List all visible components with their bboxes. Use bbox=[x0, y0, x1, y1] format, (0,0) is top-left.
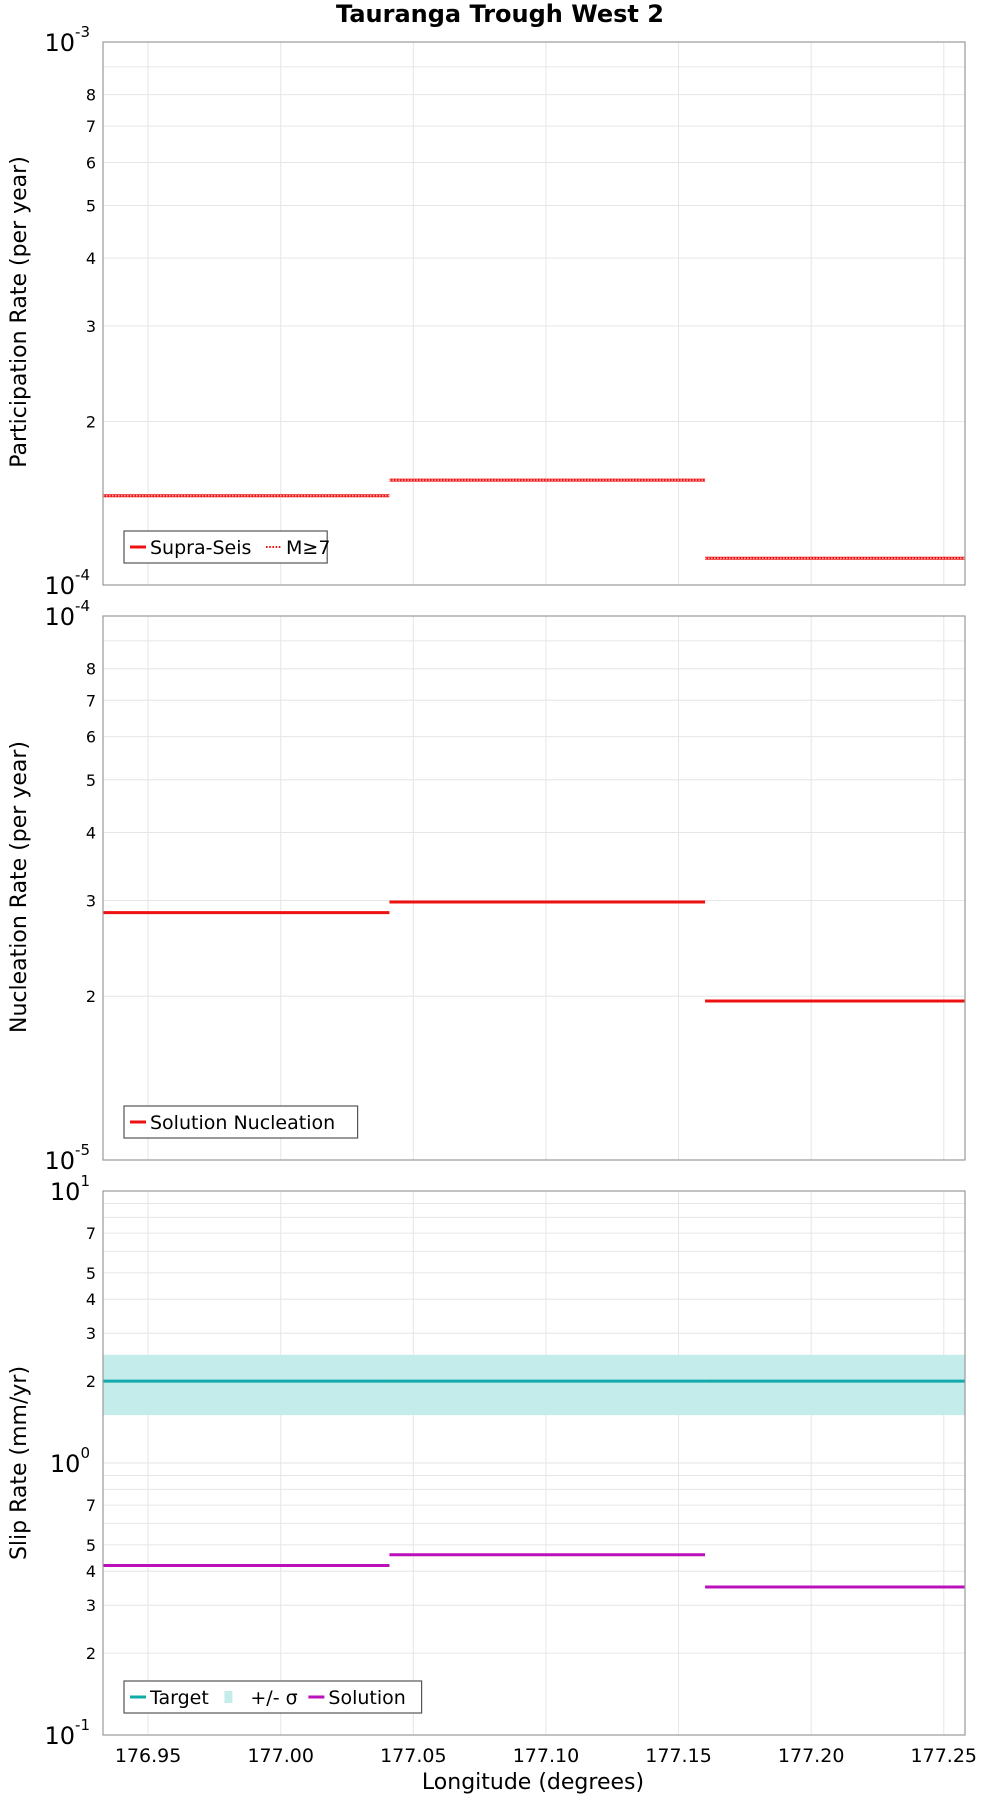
plot-frame bbox=[102, 41, 966, 586]
x-tick-label: 177.15 bbox=[645, 1745, 711, 1767]
legend: Target +/- σ Solution bbox=[123, 1680, 423, 1714]
y-tick-label: 2 bbox=[86, 987, 96, 1006]
y-axis-label: Participation Rate (per year) bbox=[7, 156, 32, 468]
legend-swatch bbox=[224, 1691, 233, 1703]
legend-box bbox=[123, 1680, 423, 1714]
x-tick-label: 177.10 bbox=[513, 1745, 579, 1767]
plot-frame bbox=[102, 1190, 966, 1736]
legend-label: Solution bbox=[328, 1687, 405, 1709]
y-axis-label: Slip Rate (mm/yr) bbox=[7, 1366, 32, 1560]
x-tick-label: 177.20 bbox=[778, 1745, 844, 1767]
legend: Solution Nucleation bbox=[123, 1105, 359, 1139]
y-tick-label: 5 bbox=[86, 1536, 96, 1555]
y-tick-label: 7 bbox=[86, 117, 96, 136]
y-tick-label: 10-1 bbox=[44, 1716, 90, 1750]
legend-label: Supra-Seis bbox=[150, 537, 251, 559]
chart-title: Tauranga Trough West 2 bbox=[336, 0, 664, 28]
legend-box bbox=[123, 1105, 359, 1139]
y-tick-label: 6 bbox=[86, 728, 96, 747]
y-tick-label: 100 bbox=[50, 1444, 90, 1478]
y-tick-label: 101 bbox=[50, 1172, 90, 1206]
legend: Supra-Seis M≥7 bbox=[123, 530, 330, 564]
y-tick-label: 5 bbox=[86, 196, 96, 215]
y-tick-label: 10-4 bbox=[44, 597, 90, 631]
y-tick-label: 7 bbox=[86, 1224, 96, 1243]
participation-rate-panel: 10-3 10-4 8 7 6 5 4 3 2 Participation Rate (per y… bbox=[7, 23, 966, 600]
y-tick-label: 4 bbox=[86, 823, 96, 842]
y-tick-label: 3 bbox=[86, 891, 96, 910]
y-tick-label: 10-4 bbox=[44, 566, 90, 600]
y-tick-label: 4 bbox=[86, 249, 96, 268]
x-tick-label: 176.95 bbox=[115, 1745, 181, 1767]
x-tick-label: 177.25 bbox=[911, 1745, 977, 1767]
y-tick-label: 3 bbox=[86, 317, 96, 336]
y-tick-label: 4 bbox=[86, 1290, 96, 1309]
legend-label: +/- σ bbox=[250, 1687, 297, 1709]
x-tick-label: 177.00 bbox=[247, 1745, 313, 1767]
x-axis-label: Longitude (degrees) bbox=[422, 1770, 644, 1795]
y-tick-label: 3 bbox=[86, 1596, 96, 1615]
y-tick-label: 8 bbox=[86, 660, 96, 679]
nucleation-rate-panel: 10-4 10-5 8 7 6 5 4 3 2 Nucleation Rate (per year… bbox=[7, 597, 966, 1175]
y-axis-label: Nucleation Rate (per year) bbox=[7, 741, 32, 1033]
y-tick-label: 5 bbox=[86, 771, 96, 790]
slip-rate-panel: 101 100 10-1 7 5 4 3 2 7 5 4 3 2 Slip Rate (mm/yr) Tar… bbox=[7, 1172, 966, 1750]
legend-box bbox=[123, 530, 328, 564]
y-tick-label: 3 bbox=[86, 1324, 96, 1343]
legend-label: Target bbox=[149, 1687, 209, 1709]
y-tick-label: 7 bbox=[86, 1496, 96, 1515]
y-tick-label: 2 bbox=[86, 1644, 96, 1663]
y-tick-label: 8 bbox=[86, 86, 96, 105]
legend-label: M≥7 bbox=[286, 537, 330, 559]
y-tick-label: 7 bbox=[86, 691, 96, 710]
sigma-band bbox=[103, 1354, 965, 1416]
y-tick-label: 4 bbox=[86, 1562, 96, 1581]
y-tick-label: 10-3 bbox=[44, 23, 90, 57]
y-tick-label: 10-5 bbox=[44, 1141, 90, 1175]
x-tick-label: 177.05 bbox=[380, 1745, 446, 1767]
y-tick-label: 2 bbox=[86, 413, 96, 432]
plot-frame bbox=[102, 615, 966, 1161]
y-tick-label: 6 bbox=[86, 153, 96, 172]
x-axis: 176.95 177.00 177.05 177.10 177.15 177.20 177.… bbox=[115, 1745, 977, 1767]
y-tick-label: 5 bbox=[86, 1264, 96, 1283]
legend-label: Solution Nucleation bbox=[150, 1112, 335, 1134]
y-tick-label: 2 bbox=[86, 1372, 96, 1391]
